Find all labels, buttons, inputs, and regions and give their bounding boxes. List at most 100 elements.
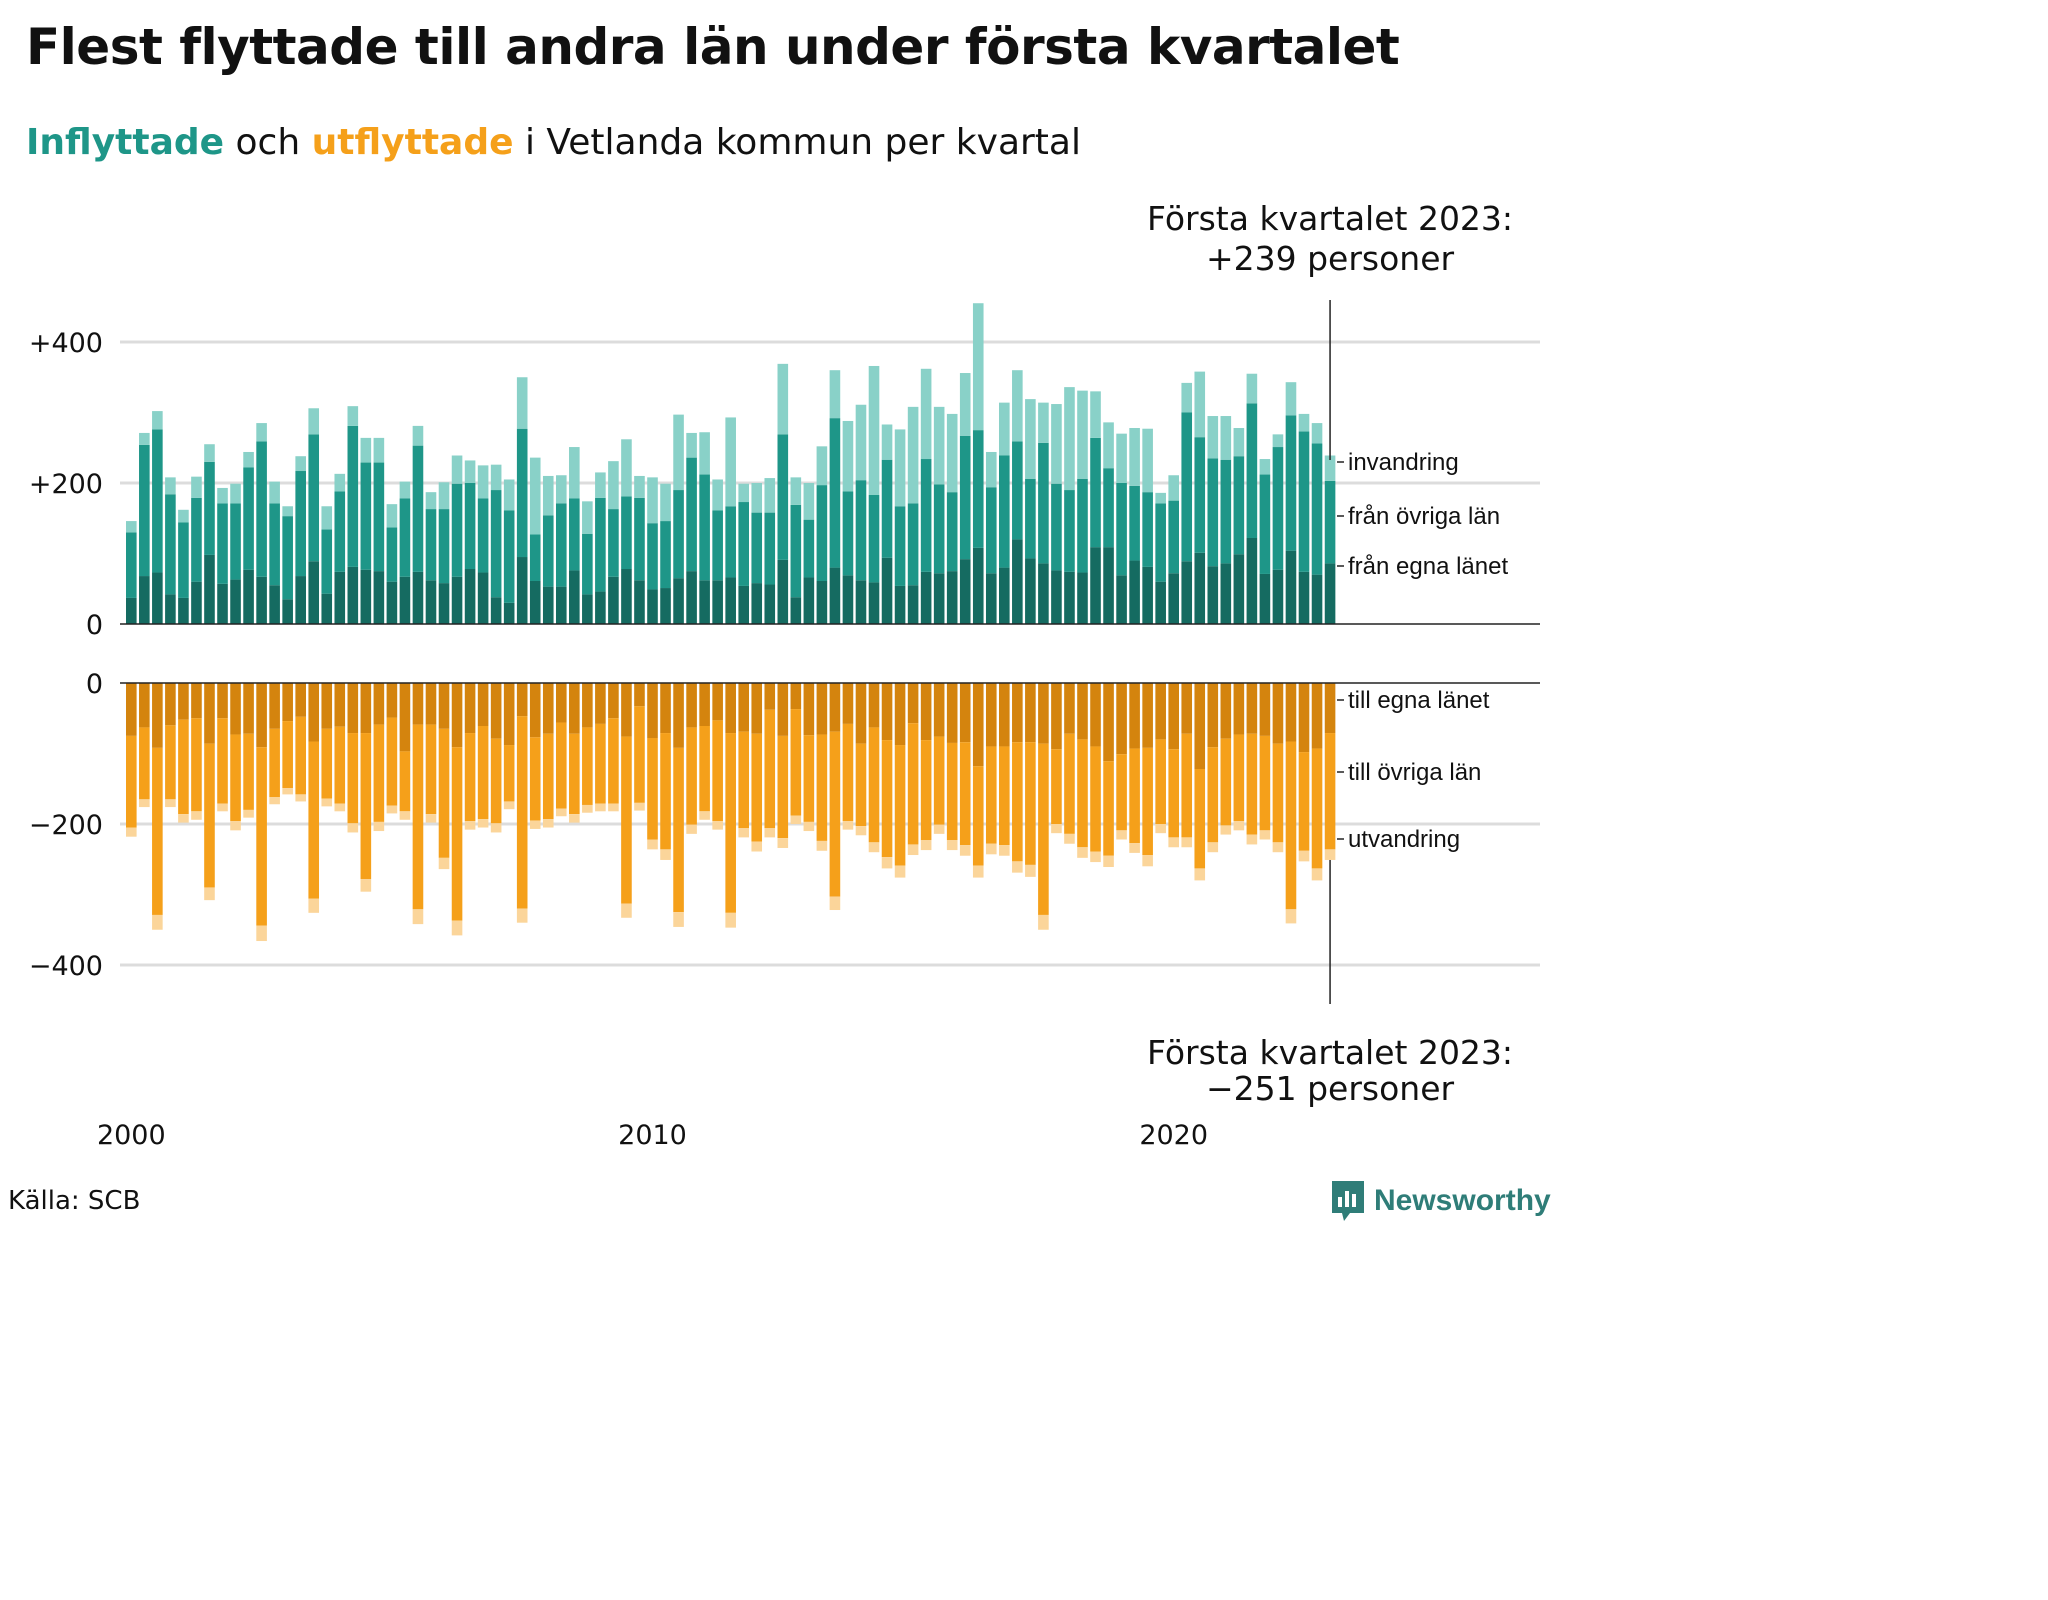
inflow-bar-same-county [1155, 581, 1166, 624]
outflow-bar-same-county [738, 683, 750, 732]
outflow-bar-other-counties [1077, 739, 1088, 848]
inflow-bar-immigration [438, 482, 450, 510]
newsworthy-logo-icon [1332, 1181, 1364, 1221]
inflow-bar-immigration [790, 477, 802, 505]
inflow-bar-other-counties [855, 480, 867, 581]
outflow-bar-emigration [1272, 842, 1284, 853]
inflow-bar-same-county [1025, 558, 1036, 624]
outflow-bar-other-counties [490, 738, 502, 824]
inflow-bar-same-county [555, 586, 567, 624]
inflow-bar-other-counties [1272, 447, 1284, 570]
inflow-bar-immigration [256, 423, 267, 442]
inflow-bar-same-county [438, 583, 450, 624]
inflow-bar-immigration [868, 365, 880, 495]
outflow-bar-emigration [126, 827, 137, 837]
outflow-bar-same-county [1207, 683, 1219, 748]
inflow-bar-other-counties [1155, 503, 1166, 582]
outflow-bar-other-counties [451, 747, 463, 921]
outflow-bar-other-counties [999, 746, 1010, 846]
inflow-bar-same-county [829, 567, 841, 624]
inflow-bar-immigration [490, 464, 502, 491]
inflow-bar-immigration [1129, 428, 1140, 486]
outflow-bar-same-county [1259, 683, 1271, 736]
subtitle-outflow: utflyttade [311, 122, 514, 163]
inflow-bar-same-county [386, 581, 398, 624]
outflow-bar-emigration [464, 821, 476, 830]
migration-chart: +400 +200 0 0 −200 −400 2000 2010 2020 Första kva… [29, 199, 1540, 1151]
outflow-bar-same-county [178, 683, 189, 720]
outflow-bar-emigration [425, 814, 437, 823]
inflow-bar-same-county [178, 597, 189, 624]
outflow-bar-emigration [178, 814, 189, 823]
inflow-bar-immigration [959, 373, 971, 436]
inflow-bar-immigration [1155, 492, 1166, 504]
inflow-series-label: från övriga län [1348, 503, 1500, 530]
outflow-bar-emigration [985, 843, 997, 855]
outflow-bar-other-counties [933, 736, 945, 825]
outflow-bar-same-county [191, 683, 202, 719]
inflow-bar-same-county [1116, 575, 1127, 624]
outflow-bar-other-counties [386, 717, 398, 806]
inflow-bar-same-county [1220, 563, 1232, 624]
outflow-bar-emigration [699, 811, 710, 820]
inflow-bar-other-counties [647, 523, 658, 590]
inflow-bar-other-counties [1038, 442, 1049, 564]
inflow-bar-other-counties [165, 494, 176, 595]
inflow-bar-same-county [1324, 563, 1336, 624]
inflow-bar-immigration [1285, 382, 1297, 416]
outflow-bar-other-counties [308, 741, 320, 899]
outflow-bar-other-counties [634, 706, 645, 803]
outflow-bar-other-counties [907, 723, 919, 845]
inflow-bar-other-counties [1064, 490, 1075, 572]
outflow-bar-emigration [1025, 864, 1036, 877]
inflow-bar-immigration [660, 483, 671, 522]
outflow-bar-other-counties [972, 766, 984, 866]
inflow-bar-immigration [1233, 428, 1245, 457]
outflow-bar-emigration [308, 898, 320, 913]
outflow-bar-same-county [399, 683, 411, 752]
outflow-bar-emigration [386, 805, 398, 814]
inflow-bar-other-counties [1116, 483, 1127, 576]
outflow-bar-emigration [152, 914, 163, 930]
inflow-bar-same-county [1298, 571, 1310, 624]
inflow-bar-other-counties [256, 441, 267, 577]
inflow-bar-same-county [295, 576, 306, 624]
outflow-bar-same-county [1168, 683, 1179, 750]
outflow-bar-other-counties [503, 745, 515, 802]
inflow-bar-same-county [516, 557, 528, 624]
inflow-bar-same-county [569, 570, 580, 624]
inflow-bar-other-counties [438, 509, 450, 584]
outflow-bar-emigration [842, 821, 854, 830]
outflow-bar-emigration [360, 878, 372, 892]
outflow-bar-emigration [217, 803, 228, 812]
inflow-bar-same-county [855, 580, 867, 624]
outflow-bar-same-county [529, 683, 541, 738]
outflow-bar-same-county [933, 683, 945, 737]
inflow-bar-same-county [139, 576, 150, 624]
inflow-bar-immigration [894, 429, 906, 507]
outflow-bar-emigration [269, 797, 280, 805]
outflow-bar-emigration [673, 912, 684, 927]
outflow-bar-same-county [1311, 683, 1323, 749]
inflow-series-label: från egna länet [1348, 553, 1508, 580]
inflow-bar-immigration [230, 483, 241, 504]
outflow-bar-other-counties [529, 737, 541, 821]
outflow-bar-same-county [282, 683, 293, 722]
inflow-bar-other-counties [282, 516, 293, 600]
outflow-bar-emigration [1077, 847, 1088, 858]
inflow-bar-immigration [1038, 402, 1049, 443]
outflow-bar-other-counties [360, 733, 372, 879]
inflow-bar-immigration [1012, 370, 1023, 442]
outflow-bar-same-county [1116, 683, 1127, 755]
outflow-bar-same-county [712, 683, 723, 721]
inflow-bar-immigration [542, 475, 554, 516]
outflow-bar-same-county [464, 683, 476, 734]
outflow-bar-emigration [1064, 833, 1075, 844]
outflow-bar-same-county [555, 683, 567, 723]
outflow-bar-emigration [725, 912, 736, 928]
outflow-bar-other-counties [569, 733, 580, 815]
inflow-bar-immigration [1116, 433, 1127, 483]
inflow-bar-same-county [126, 597, 137, 624]
outflow-bar-other-counties [1155, 739, 1166, 824]
inflow-bar-same-county [764, 584, 776, 624]
